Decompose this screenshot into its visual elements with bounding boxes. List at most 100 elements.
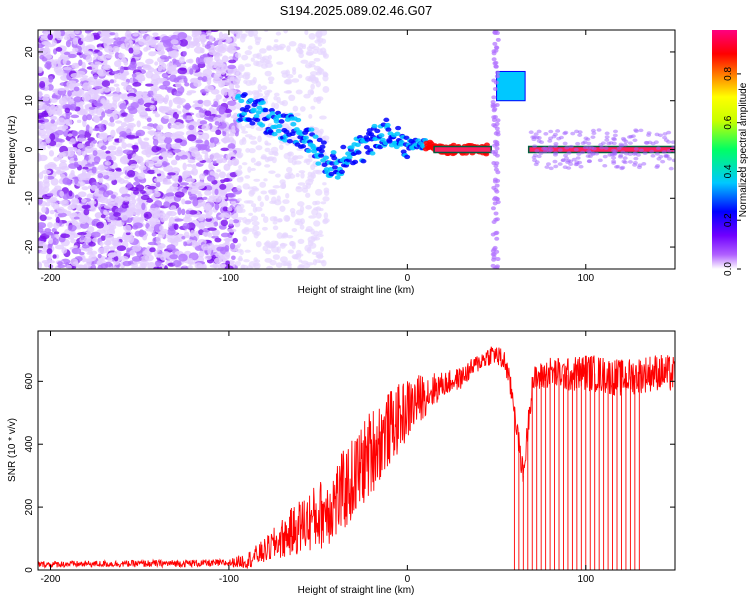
noise-cell [69, 31, 76, 39]
noise-cell [261, 226, 268, 231]
noise-cell [143, 211, 152, 219]
noise-cell [259, 181, 267, 188]
noise-cell [195, 181, 206, 190]
ridge2-cell [661, 150, 667, 154]
noise-cell [202, 68, 213, 77]
ridge-cell [320, 140, 327, 145]
ridge-cell [237, 117, 244, 122]
ridge2-cell [553, 141, 559, 146]
noise-cell [55, 143, 61, 148]
chart-title: S194.2025.089.02.46.G07 [280, 3, 433, 18]
noise-cell [322, 218, 330, 223]
noise-cell [155, 146, 162, 151]
ridge2-cell [619, 166, 625, 171]
noise-cell [71, 197, 80, 206]
noise-cell [186, 163, 193, 167]
noise-cell [57, 212, 67, 218]
noise-cell [90, 231, 101, 238]
noise-cell [69, 138, 76, 145]
noise-cell [286, 45, 291, 52]
noise-cell [103, 174, 110, 180]
noise-cell [73, 86, 80, 92]
ridge2-cell [562, 165, 568, 169]
noise-cell [62, 67, 72, 71]
ridge2-cell [583, 136, 589, 141]
noise-cell [138, 165, 147, 171]
ridge2-cell [587, 154, 593, 159]
noise-cell [152, 110, 159, 115]
noise-cell [86, 114, 93, 121]
noise-cell [203, 99, 211, 107]
noise-cell [57, 87, 66, 91]
ridge-cell [273, 119, 280, 124]
noise-cell [305, 51, 313, 56]
noise-cell [136, 156, 144, 164]
ridge-cell [385, 127, 392, 132]
noise-cell [236, 176, 244, 183]
noise-cell [241, 162, 248, 166]
noise-cell [294, 253, 302, 260]
noise-cell [40, 250, 47, 255]
noise-cell [320, 51, 326, 56]
noise-cell [207, 115, 216, 122]
noise-cell [231, 255, 236, 261]
ridge2-cell [671, 158, 675, 163]
spectrogram-y-axis: -20 -10 0 10 20 [24, 46, 675, 254]
ridge-cell [253, 114, 260, 119]
noise-cell [287, 249, 295, 254]
noise-cell [101, 111, 106, 118]
noise-cell [51, 94, 58, 99]
noise-cell [97, 51, 103, 57]
noise-cell [68, 163, 78, 169]
noise-cell [103, 103, 109, 111]
noise-cell [71, 91, 82, 96]
noise-cell [315, 212, 322, 219]
noise-cell [236, 197, 242, 202]
feature-column-cell [493, 30, 499, 34]
noise-cell [214, 54, 220, 62]
noise-cell [260, 85, 268, 91]
noise-cell [153, 136, 162, 140]
ridge2-cell [552, 159, 558, 164]
ridge2-cell [604, 138, 610, 142]
feature-column-cell [490, 99, 496, 104]
noise-cell [109, 246, 116, 251]
noise-cell [238, 255, 243, 262]
noise-cell [267, 54, 273, 61]
noise-cell [129, 163, 139, 169]
noise-cell [104, 232, 110, 237]
noise-cell [297, 201, 305, 207]
noise-cell [214, 202, 220, 211]
noise-cell [46, 63, 51, 70]
ridge2-cell [642, 151, 648, 156]
noise-cell [315, 31, 323, 39]
ridge2-cell [571, 157, 577, 162]
noise-cell [220, 219, 229, 227]
ridge-cell [248, 98, 255, 103]
ridge-cell [363, 145, 370, 150]
ridge2-cell [620, 136, 626, 141]
ridge-cell [378, 133, 385, 138]
spectrogram-ylabel: Frequency (Hz) [7, 116, 18, 185]
noise-cell [179, 154, 188, 160]
noise-cell [82, 166, 89, 170]
ridge2-cell [671, 145, 675, 149]
noise-cell [268, 80, 274, 85]
noise-cell [244, 249, 251, 253]
noise-cell [45, 137, 51, 144]
noise-cell [114, 195, 125, 204]
noise-cell [125, 30, 130, 35]
noise-cell [308, 60, 316, 65]
noise-cell [118, 93, 126, 99]
feature-column-cell [490, 206, 496, 211]
ridge2-cell [580, 150, 586, 155]
noise-cell [248, 212, 254, 217]
feature-column-cell [492, 61, 498, 66]
noise-cell [286, 263, 293, 267]
noise-cell [299, 224, 305, 230]
noise-cell [129, 249, 136, 256]
noise-cell [71, 130, 78, 137]
noise-cell [140, 30, 146, 34]
ridge2-cell [604, 135, 610, 139]
noise-cell [222, 131, 227, 137]
